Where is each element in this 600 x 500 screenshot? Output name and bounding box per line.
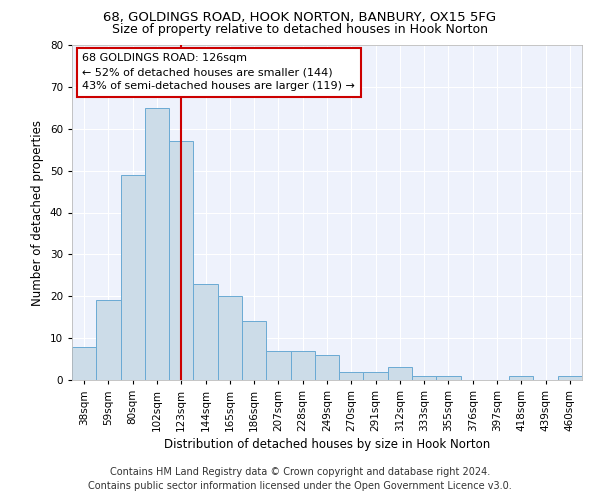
Bar — [121, 175, 145, 380]
Bar — [218, 296, 242, 380]
Bar — [558, 376, 582, 380]
Bar — [145, 108, 169, 380]
Bar — [266, 350, 290, 380]
Bar — [169, 142, 193, 380]
Bar — [388, 368, 412, 380]
Bar — [315, 355, 339, 380]
Text: Contains HM Land Registry data © Crown copyright and database right 2024.
Contai: Contains HM Land Registry data © Crown c… — [88, 467, 512, 491]
Bar — [339, 372, 364, 380]
Bar — [436, 376, 461, 380]
Bar — [96, 300, 121, 380]
Bar — [364, 372, 388, 380]
Bar — [412, 376, 436, 380]
Text: 68, GOLDINGS ROAD, HOOK NORTON, BANBURY, OX15 5FG: 68, GOLDINGS ROAD, HOOK NORTON, BANBURY,… — [103, 11, 497, 24]
Text: Size of property relative to detached houses in Hook Norton: Size of property relative to detached ho… — [112, 22, 488, 36]
X-axis label: Distribution of detached houses by size in Hook Norton: Distribution of detached houses by size … — [164, 438, 490, 451]
Bar — [193, 284, 218, 380]
Bar — [290, 350, 315, 380]
Bar — [242, 322, 266, 380]
Bar — [509, 376, 533, 380]
Y-axis label: Number of detached properties: Number of detached properties — [31, 120, 44, 306]
Text: 68 GOLDINGS ROAD: 126sqm
← 52% of detached houses are smaller (144)
43% of semi-: 68 GOLDINGS ROAD: 126sqm ← 52% of detach… — [82, 54, 355, 92]
Bar — [72, 346, 96, 380]
